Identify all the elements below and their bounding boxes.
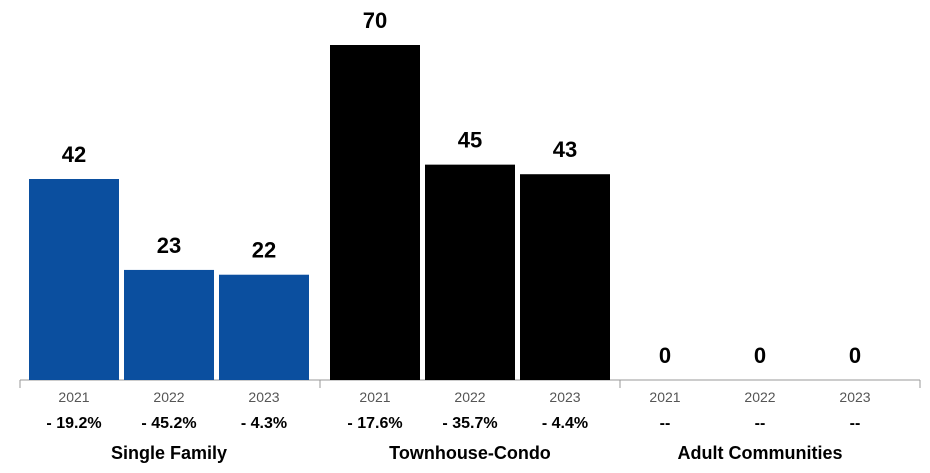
value-label-townhouse-condo-2022: 45: [458, 128, 482, 153]
change-label-adult-communities-2021: --: [660, 415, 671, 432]
bar-single-family-2021: [29, 179, 119, 380]
change-label-townhouse-condo-2021: - 17.6%: [347, 415, 402, 432]
change-label-adult-communities-2023: --: [850, 415, 861, 432]
value-label-adult-communities-2023: 0: [849, 343, 861, 368]
change-label-adult-communities-2022: --: [755, 415, 766, 432]
year-label-townhouse-condo-2023: 2023: [549, 389, 580, 405]
group-label-single-family: Single Family: [111, 443, 227, 463]
bar-single-family-2023: [219, 274, 309, 380]
bar-townhouse-condo-2023: [520, 174, 610, 380]
bar-townhouse-condo-2021: [330, 45, 420, 380]
change-label-single-family-2023: - 4.3%: [241, 415, 287, 432]
year-label-single-family-2023: 2023: [248, 389, 279, 405]
change-label-townhouse-condo-2022: - 35.7%: [442, 415, 497, 432]
year-label-single-family-2022: 2022: [153, 389, 184, 405]
year-label-townhouse-condo-2022: 2022: [454, 389, 485, 405]
year-label-adult-communities-2023: 2023: [839, 389, 870, 405]
year-label-adult-communities-2022: 2022: [744, 389, 775, 405]
value-label-townhouse-condo-2023: 43: [553, 137, 577, 162]
value-label-adult-communities-2022: 0: [754, 343, 766, 368]
year-label-adult-communities-2021: 2021: [649, 389, 680, 405]
year-label-townhouse-condo-2021: 2021: [359, 389, 390, 405]
bar-townhouse-condo-2022: [425, 164, 515, 380]
bar-single-family-2022: [124, 269, 214, 380]
value-label-single-family-2021: 42: [62, 142, 86, 167]
value-label-single-family-2023: 22: [252, 238, 276, 263]
group-label-townhouse-condo: Townhouse-Condo: [389, 443, 551, 463]
year-label-single-family-2021: 2021: [58, 389, 89, 405]
value-label-townhouse-condo-2021: 70: [363, 8, 387, 33]
change-label-single-family-2022: - 45.2%: [141, 415, 196, 432]
value-label-adult-communities-2021: 0: [659, 343, 671, 368]
group-label-adult-communities: Adult Communities: [678, 443, 843, 463]
change-label-townhouse-condo-2023: - 4.4%: [542, 415, 588, 432]
chart-marks: 42 2021 - 19.2% 23 2022 - 45.2% 22 2023 - 4.3% Si…: [19, 8, 921, 463]
change-label-single-family-2021: - 19.2%: [46, 415, 101, 432]
value-label-single-family-2022: 23: [157, 233, 181, 258]
